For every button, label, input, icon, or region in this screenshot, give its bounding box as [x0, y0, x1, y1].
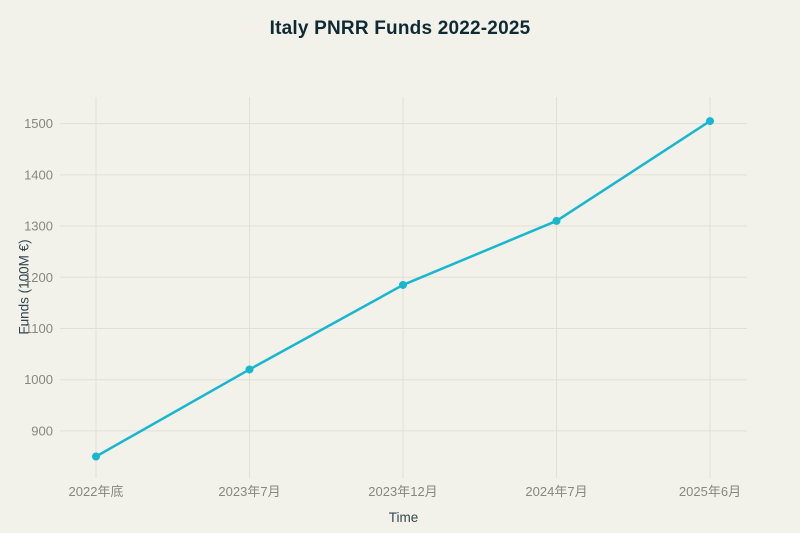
y-tick-label: 1400: [24, 167, 53, 182]
x-axis-title: Time: [388, 510, 419, 525]
data-point[interactable]: [245, 365, 254, 374]
data-point[interactable]: [92, 452, 100, 461]
y-tick-label: 1200: [24, 270, 53, 285]
x-tick-label: 2024年7月: [525, 484, 587, 499]
data-point[interactable]: [706, 117, 714, 126]
y-tick-label: 1000: [24, 372, 53, 387]
chart-title: Italy PNRR Funds 2022-2025: [269, 18, 531, 39]
x-tick-label: 2025年6月: [679, 484, 741, 499]
x-tick-label: 2023年7月: [218, 484, 280, 499]
y-tick-label: 1300: [24, 219, 53, 234]
y-axis-title: Funds (100M €): [16, 239, 32, 335]
data-point[interactable]: [552, 216, 561, 225]
data-point[interactable]: [399, 280, 407, 289]
y-tick-label: 1100: [25, 321, 53, 336]
y-tick-label: 900: [31, 423, 53, 438]
y-tick-label: 1500: [24, 116, 53, 131]
x-tick-label: 2022年底: [69, 484, 124, 499]
x-tick-label: 2023年12月: [368, 484, 437, 499]
